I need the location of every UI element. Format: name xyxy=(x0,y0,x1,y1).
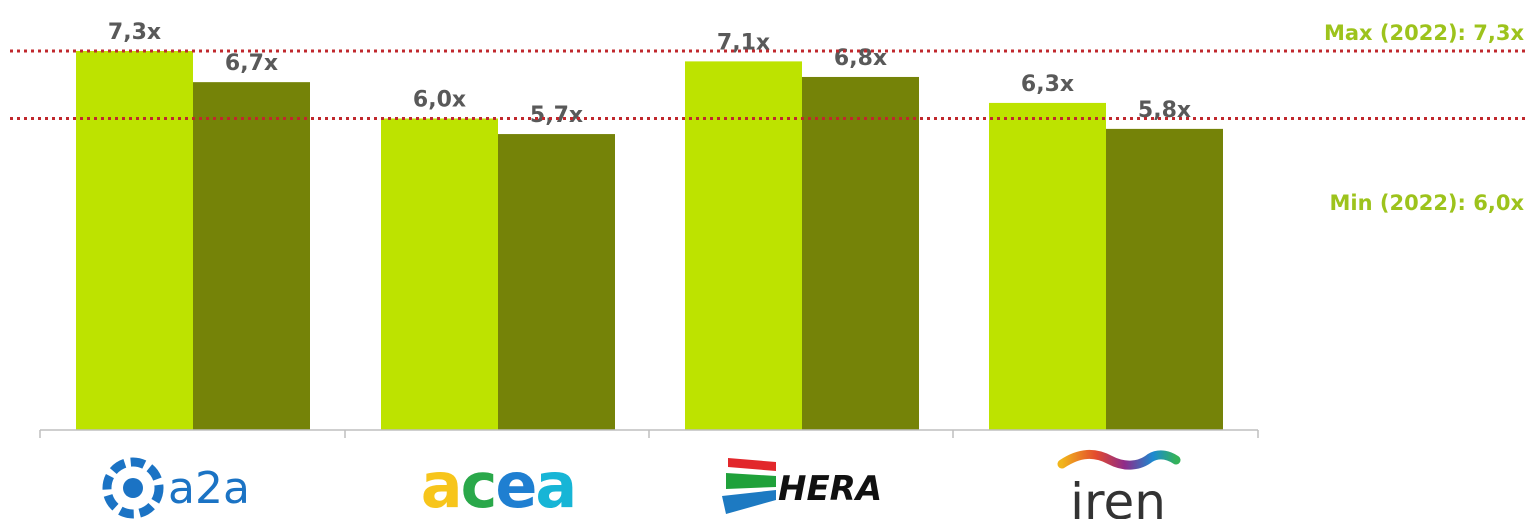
bar-a2a-series-1 xyxy=(76,51,193,430)
bar-a2a-series-2 xyxy=(193,82,310,430)
hera-logo-stripes xyxy=(722,458,776,514)
value-label-acea-series-1: 6,0x xyxy=(413,87,466,112)
bar-iren-series-1 xyxy=(989,102,1106,430)
value-label-a2a-series-2: 6,7x xyxy=(225,51,278,76)
iren-logo-text: iren xyxy=(1070,473,1166,519)
category-label-iren: iren xyxy=(1057,450,1181,519)
category-label-hera: HERA xyxy=(722,458,882,514)
value-label-acea-series-2: 5,7x xyxy=(530,103,583,128)
min-reference-label: Min (2022): 6,0x xyxy=(1330,191,1525,215)
bar-iren-series-2 xyxy=(1106,128,1223,430)
category-label-a2a: a2a xyxy=(102,457,250,519)
acea-logo-text: acea xyxy=(421,449,576,519)
x-axis-ticks xyxy=(39,430,1259,438)
a2a-logo-icon xyxy=(102,457,164,519)
category-label-acea: acea xyxy=(421,449,578,519)
bar-acea-series-1 xyxy=(381,118,498,430)
bars-group xyxy=(76,51,1223,431)
iren-logo-wave xyxy=(1057,450,1181,470)
reference-lines-group: Max (2022): 7,3x Min (2022): 6,0x xyxy=(10,21,1528,215)
value-label-a2a-series-1: 7,3x xyxy=(108,20,161,45)
bar-acea-series-2 xyxy=(498,134,615,431)
bar-hera-series-2 xyxy=(802,76,919,431)
max-reference-label: Max (2022): 7,3x xyxy=(1324,21,1524,45)
a2a-logo-text: a2a xyxy=(168,463,250,514)
hera-logo-text: HERA xyxy=(778,469,882,509)
bar-hera-series-1 xyxy=(685,61,802,431)
value-label-iren-series-1: 6,3x xyxy=(1021,72,1074,97)
